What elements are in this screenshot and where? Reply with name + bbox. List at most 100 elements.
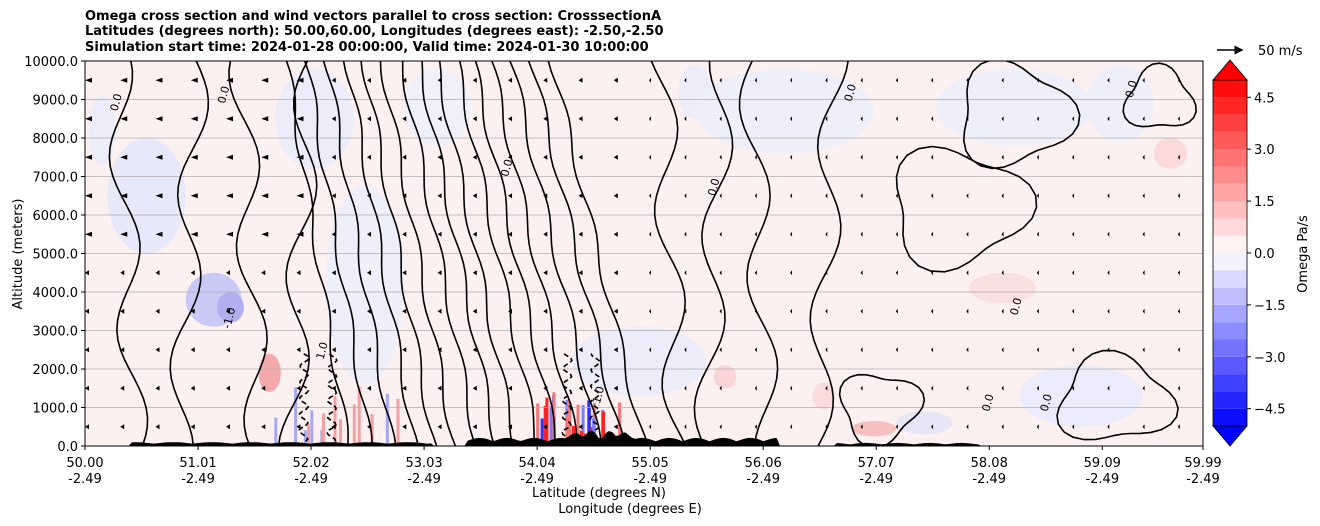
wind-vector [684,154,687,160]
colorbar-band [1213,287,1247,305]
contour-line [474,61,556,446]
wind-vector [825,193,828,199]
omega-patch [275,68,354,169]
wind-vector [754,424,757,430]
wind-vector [543,270,548,276]
colorbar-band [1213,408,1247,426]
wind-vector [402,193,407,199]
wind-vector [649,154,652,160]
wind-vector [331,424,336,430]
wind-vector [367,116,372,122]
omega-patch [88,95,116,165]
wind-vector [261,385,266,391]
wind-vector [120,154,128,160]
x-axis-label-latitude: Latitude (degrees N) [532,486,666,501]
wind-vector [895,308,898,314]
wind-vector [1036,347,1039,353]
wind-vector [649,308,652,314]
wind-vector [578,308,583,314]
wind-vector [966,270,969,276]
wind-vector [261,154,269,160]
x-tick-label-latitude: 57.07 [858,456,895,471]
wind-vector [1177,193,1180,199]
contour-label: 0.0 [215,85,232,105]
wind-vector [860,270,863,276]
contour-label: 0.0 [980,393,997,413]
wind-vector [155,308,160,314]
wind-vector [895,270,898,276]
wind-vector [719,424,722,430]
colorbar-band [1213,304,1247,323]
omega-column [587,400,591,446]
wind-vector [296,347,301,353]
wind-vector [190,385,195,391]
wind-vector [1142,116,1145,122]
wind-vector [120,270,125,276]
x-tick-label-longitude: -2.49 [859,472,893,487]
wind-vector [649,385,652,391]
wind-vector [754,231,757,237]
wind-vector [1072,116,1075,122]
wind-vector [472,385,477,391]
wind-vector [296,385,301,391]
contour-line [360,61,438,446]
wind-vector [402,154,407,160]
y-tick-label: 3000.0 [33,325,79,340]
wind-vector [296,308,301,314]
wind-vector [684,270,687,276]
chart-title-line-2: Latitudes (degrees north): 50.00,60.00, … [85,24,664,39]
wind-vector [367,385,372,391]
omega-column [274,417,278,446]
wind-vector [931,347,934,353]
wind-vector [402,77,407,83]
wind-vector [508,424,513,430]
wind-vector [931,154,934,160]
wind-vector [85,385,89,391]
colorbar-band [1213,218,1247,236]
omega-patch [969,272,1037,304]
contour-line [509,61,602,446]
wind-vector [754,77,757,83]
wind-vector [1072,424,1075,430]
contour-label: 0.0 [498,158,515,178]
wind-vector [1142,385,1145,391]
contour-line [588,353,601,446]
wind-vector [226,154,234,160]
omega-column [385,393,389,446]
wind-vector [895,193,898,199]
contour-line [322,61,397,446]
omega-column [549,406,553,446]
wind-vector [437,308,442,314]
colorbar-tick-label: −4.5 [1254,403,1286,418]
omega-patch [896,411,953,435]
omega-column [352,404,356,446]
x-tick-label-latitude: 56.06 [745,456,782,471]
colorbar-label: Omega Pa/s [1296,215,1311,293]
contour-line [527,61,626,446]
contour-line [809,61,849,446]
x-tick-label-longitude: -2.49 [1085,472,1119,487]
y-tick-label: 7000.0 [33,171,79,186]
omega-column [339,419,343,446]
colorbar-tick-label: 4.5 [1254,91,1275,106]
wind-vector [437,77,442,83]
omega-patch [1153,138,1188,169]
wind-vector [1107,424,1110,430]
omega-column [545,397,549,446]
wind-vector [1177,154,1180,160]
wind-vector [85,116,92,122]
wind-vector [790,77,793,83]
wind-vector [155,116,163,122]
wind-vector [296,154,304,160]
wind-vector [367,308,372,314]
wind-vector [1001,385,1004,391]
wind-vector [190,77,198,83]
wind-vector [190,270,195,276]
contour-line [303,61,373,446]
x-axis-label-longitude: Longitude (degrees E) [558,502,702,517]
wind-vector [684,385,687,391]
wind-vector [931,231,934,237]
wind-vector [1036,270,1039,276]
wind-vector [649,347,652,353]
wind-vector [155,270,160,276]
